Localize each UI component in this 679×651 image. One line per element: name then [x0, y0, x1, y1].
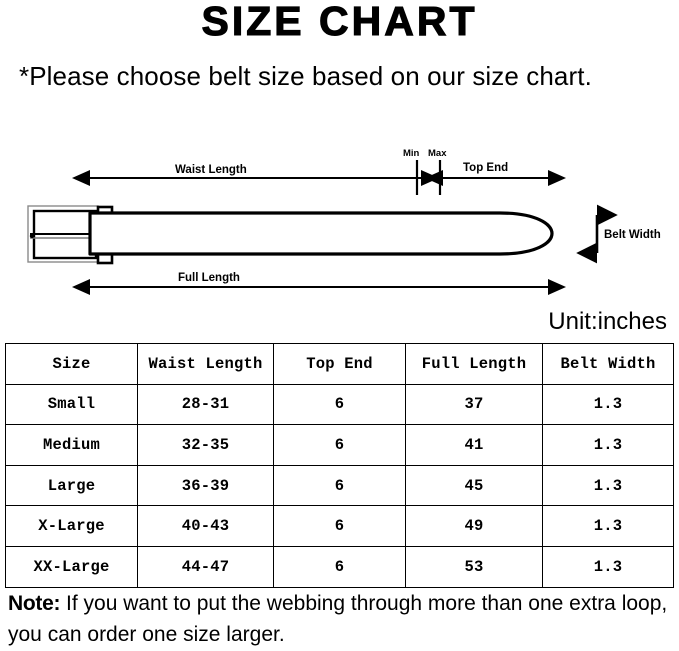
footer-note-label: Note:: [8, 592, 61, 615]
table-row: Small 28-31 6 37 1.3: [5, 383, 674, 426]
size-table-container: Size Waist Length Top End Full Length Be…: [5, 343, 674, 588]
cell-size: Small: [5, 383, 138, 426]
min-marker: Min: [403, 148, 420, 195]
cell-top-end: 6: [273, 424, 406, 466]
cell-belt-width: 1.3: [542, 464, 674, 507]
cell-full-length: 53: [405, 545, 543, 588]
cell-belt-width: 1.3: [542, 505, 674, 547]
intro-text: *Please choose belt size based on our si…: [19, 61, 592, 91]
page-title: SIZE CHART: [201, 0, 478, 45]
cell-size: XX-Large: [5, 545, 138, 588]
footer-note-text: If you want to put the webbing through m…: [8, 592, 668, 646]
cell-waist-length: 32-35: [137, 424, 274, 466]
top-end-dimension: Top End: [425, 162, 566, 186]
column-header-size: Size: [5, 343, 138, 385]
cell-full-length: 41: [405, 424, 543, 466]
waist-length-dimension: Waist Length: [72, 164, 439, 186]
footer-note: Note: If you want to put the webbing thr…: [8, 588, 676, 650]
column-header-full-length: Full Length: [405, 343, 543, 385]
table-row: XX-Large 44-47 6 53 1.3: [5, 545, 674, 588]
cell-full-length: 49: [405, 505, 543, 547]
column-header-top-end: Top End: [273, 343, 406, 385]
cell-top-end: 6: [273, 545, 406, 588]
cell-belt-width: 1.3: [542, 383, 674, 426]
cell-size: X-Large: [5, 505, 138, 547]
cell-belt-width: 1.3: [542, 424, 674, 466]
cell-waist-length: 28-31: [137, 383, 274, 426]
waist-length-label: Waist Length: [175, 164, 247, 176]
full-length-label: Full Length: [178, 272, 240, 284]
size-table: Size Waist Length Top End Full Length Be…: [5, 343, 674, 588]
table-row: Large 36-39 6 45 1.3: [5, 464, 674, 507]
cell-top-end: 6: [273, 505, 406, 547]
table-row: Medium 32-35 6 41 1.3: [5, 424, 674, 466]
cell-size: Medium: [5, 424, 138, 466]
cell-full-length: 37: [405, 383, 543, 426]
cell-size: Large: [5, 464, 138, 507]
belt-width-label: Belt Width: [604, 229, 661, 241]
min-label: Min: [403, 148, 420, 159]
column-header-waist-length: Waist Length: [137, 343, 274, 385]
cell-waist-length: 36-39: [137, 464, 274, 507]
max-label: Max: [428, 148, 447, 159]
belt-diagram: Waist Length Min Max Top End: [0, 145, 679, 305]
top-end-label: Top End: [463, 162, 508, 174]
cell-full-length: 45: [405, 464, 543, 507]
cell-waist-length: 40-43: [137, 505, 274, 547]
belt-buckle: [27, 205, 100, 263]
cell-belt-width: 1.3: [542, 545, 674, 588]
table-header-row: Size Waist Length Top End Full Length Be…: [5, 343, 674, 385]
belt-strap: [88, 211, 554, 256]
cell-top-end: 6: [273, 383, 406, 426]
cell-top-end: 6: [273, 464, 406, 507]
cell-waist-length: 44-47: [137, 545, 274, 588]
max-marker: Max: [428, 148, 447, 195]
full-length-dimension: Full Length: [72, 272, 566, 295]
belt-width-dimension: Belt Width: [576, 204, 661, 264]
column-header-belt-width: Belt Width: [542, 343, 674, 385]
table-row: X-Large 40-43 6 49 1.3: [5, 505, 674, 547]
unit-label: Unit:inches: [548, 308, 667, 335]
